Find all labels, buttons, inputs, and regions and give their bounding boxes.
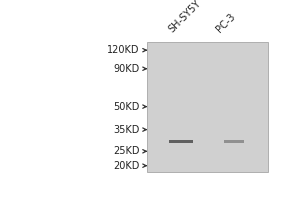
Text: SH-SY5Y: SH-SY5Y [167, 0, 203, 35]
Bar [147, 42, 268, 172]
Text: 20KD: 20KD [113, 161, 140, 171]
Text: 25KD: 25KD [113, 146, 140, 156]
Text: 90KD: 90KD [114, 64, 140, 74]
Text: 120KD: 120KD [107, 45, 140, 55]
Bar [224, 140, 244, 143]
Text: 50KD: 50KD [113, 102, 140, 112]
Bar [169, 140, 193, 143]
Text: 35KD: 35KD [113, 125, 140, 135]
Text: PC-3: PC-3 [214, 12, 237, 35]
